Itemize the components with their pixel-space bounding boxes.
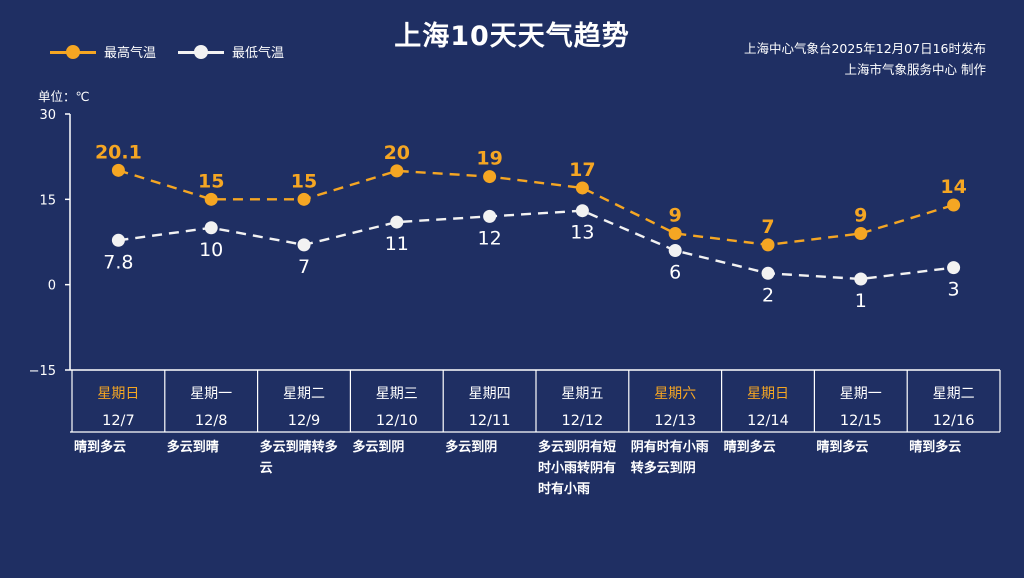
high-temp-label: 14 [940,176,966,198]
condition-text: 多云到晴转多云 [259,440,338,476]
low-temp-label: 2 [762,284,774,306]
low-temp-point [483,209,497,223]
high-temp-label: 20 [384,142,410,164]
issued-text: 上海中心气象台2025年12月07日16时发布 [743,41,986,56]
high-temp-label: 9 [854,204,867,226]
y-tick-label: 30 [39,108,56,123]
date-label: 12/13 [654,413,696,429]
date-label: 12/12 [562,413,604,429]
date-label: 12/16 [933,413,975,429]
low-temp-point [297,238,311,252]
low-temp-label: 10 [199,239,223,261]
high-temp-point [854,226,868,240]
high-temp-point [668,226,682,240]
low-temp-label: 11 [385,233,409,255]
date-label: 12/14 [747,413,789,429]
low-temp-label: 7.8 [103,251,133,273]
y-tick-label: 0 [48,279,56,294]
date-label: 12/7 [102,413,135,429]
condition-text: 多云到阴有短时小雨转阴有时有小雨 [538,440,617,497]
date-label: 12/10 [376,413,418,429]
low-temp-point [668,244,682,258]
date-label: 12/9 [288,413,321,429]
high-temp-label: 9 [669,204,682,226]
legend-item-high: 最高气温 [50,42,156,61]
weekday-label: 星期六 [654,386,696,402]
legend-marker-high [50,44,96,59]
low-temp-point [111,233,125,247]
high-temp-label: 20.1 [95,141,142,163]
weekday-label: 星期一 [190,386,232,402]
high-temp-point [483,170,497,184]
weekday-label: 星期二 [283,386,325,402]
unit-label: 单位：℃ [38,89,90,104]
condition-text: 晴到多云 [909,440,962,455]
high-temp-label: 7 [761,216,774,238]
low-temp-label: 3 [948,279,960,301]
legend-marker-low [178,44,225,59]
high-temp-label: 15 [198,170,224,192]
high-temp-label: 17 [569,159,595,181]
chart-title: 上海10天天气趋势 [394,21,630,52]
high-temp-line [118,169,954,247]
condition-text: 阴有时有小雨转多云到阴 [630,440,709,476]
high-temp-label: 15 [291,170,317,192]
y-tick-label: −15 [29,364,56,379]
weekday-label: 星期日 [747,386,789,402]
y-tick-label: 15 [39,193,56,208]
condition-text: 多云到阴 [352,440,405,455]
high-temp-point [575,181,589,195]
low-temp-label: 13 [570,222,594,244]
legend: 最高气温 最低气温 [50,42,306,61]
low-temp-line [118,209,954,281]
low-temp-point [575,204,589,218]
low-temp-label: 7 [298,256,310,278]
weekday-label: 星期五 [561,386,603,402]
weekday-label: 星期一 [840,386,882,402]
high-temp-point [204,192,218,206]
condition-text: 晴到多云 [816,440,869,455]
high-temp-point [297,192,311,206]
legend-item-low: 最低气温 [178,42,284,61]
high-temp-point [947,198,961,212]
high-temp-point [390,164,404,178]
low-temp-point [390,215,404,229]
condition-text: 多云到阴 [445,440,498,455]
legend-label-low: 最低气温 [232,46,285,61]
high-temp-label: 19 [476,148,502,170]
low-temp-point [204,221,218,235]
low-temp-point [761,266,775,280]
condition-text: 多云到晴 [166,440,219,455]
weekday-label: 星期二 [933,386,975,402]
low-temp-point [854,272,868,286]
weekday-label: 星期日 [97,386,139,402]
maker-text: 上海市气象服务中心 制作 [844,62,986,77]
condition-text: 晴到多云 [723,440,776,455]
low-temp-label: 6 [669,262,681,284]
weekday-label: 星期三 [376,386,418,402]
legend-label-high: 最高气温 [104,46,157,61]
weekday-label: 星期四 [469,386,511,402]
date-label: 12/8 [195,413,228,429]
low-temp-label: 1 [855,290,867,312]
condition-text: 晴到多云 [74,440,127,455]
low-temp-point [947,261,961,275]
high-temp-point [761,238,775,252]
date-label: 12/15 [840,413,882,429]
low-temp-label: 12 [478,227,502,249]
issue-info: 上海中心气象台2025年12月07日16时发布 上海市气象服务中心 制作 [744,38,986,80]
high-temp-point [111,163,125,177]
date-label: 12/11 [469,413,511,429]
